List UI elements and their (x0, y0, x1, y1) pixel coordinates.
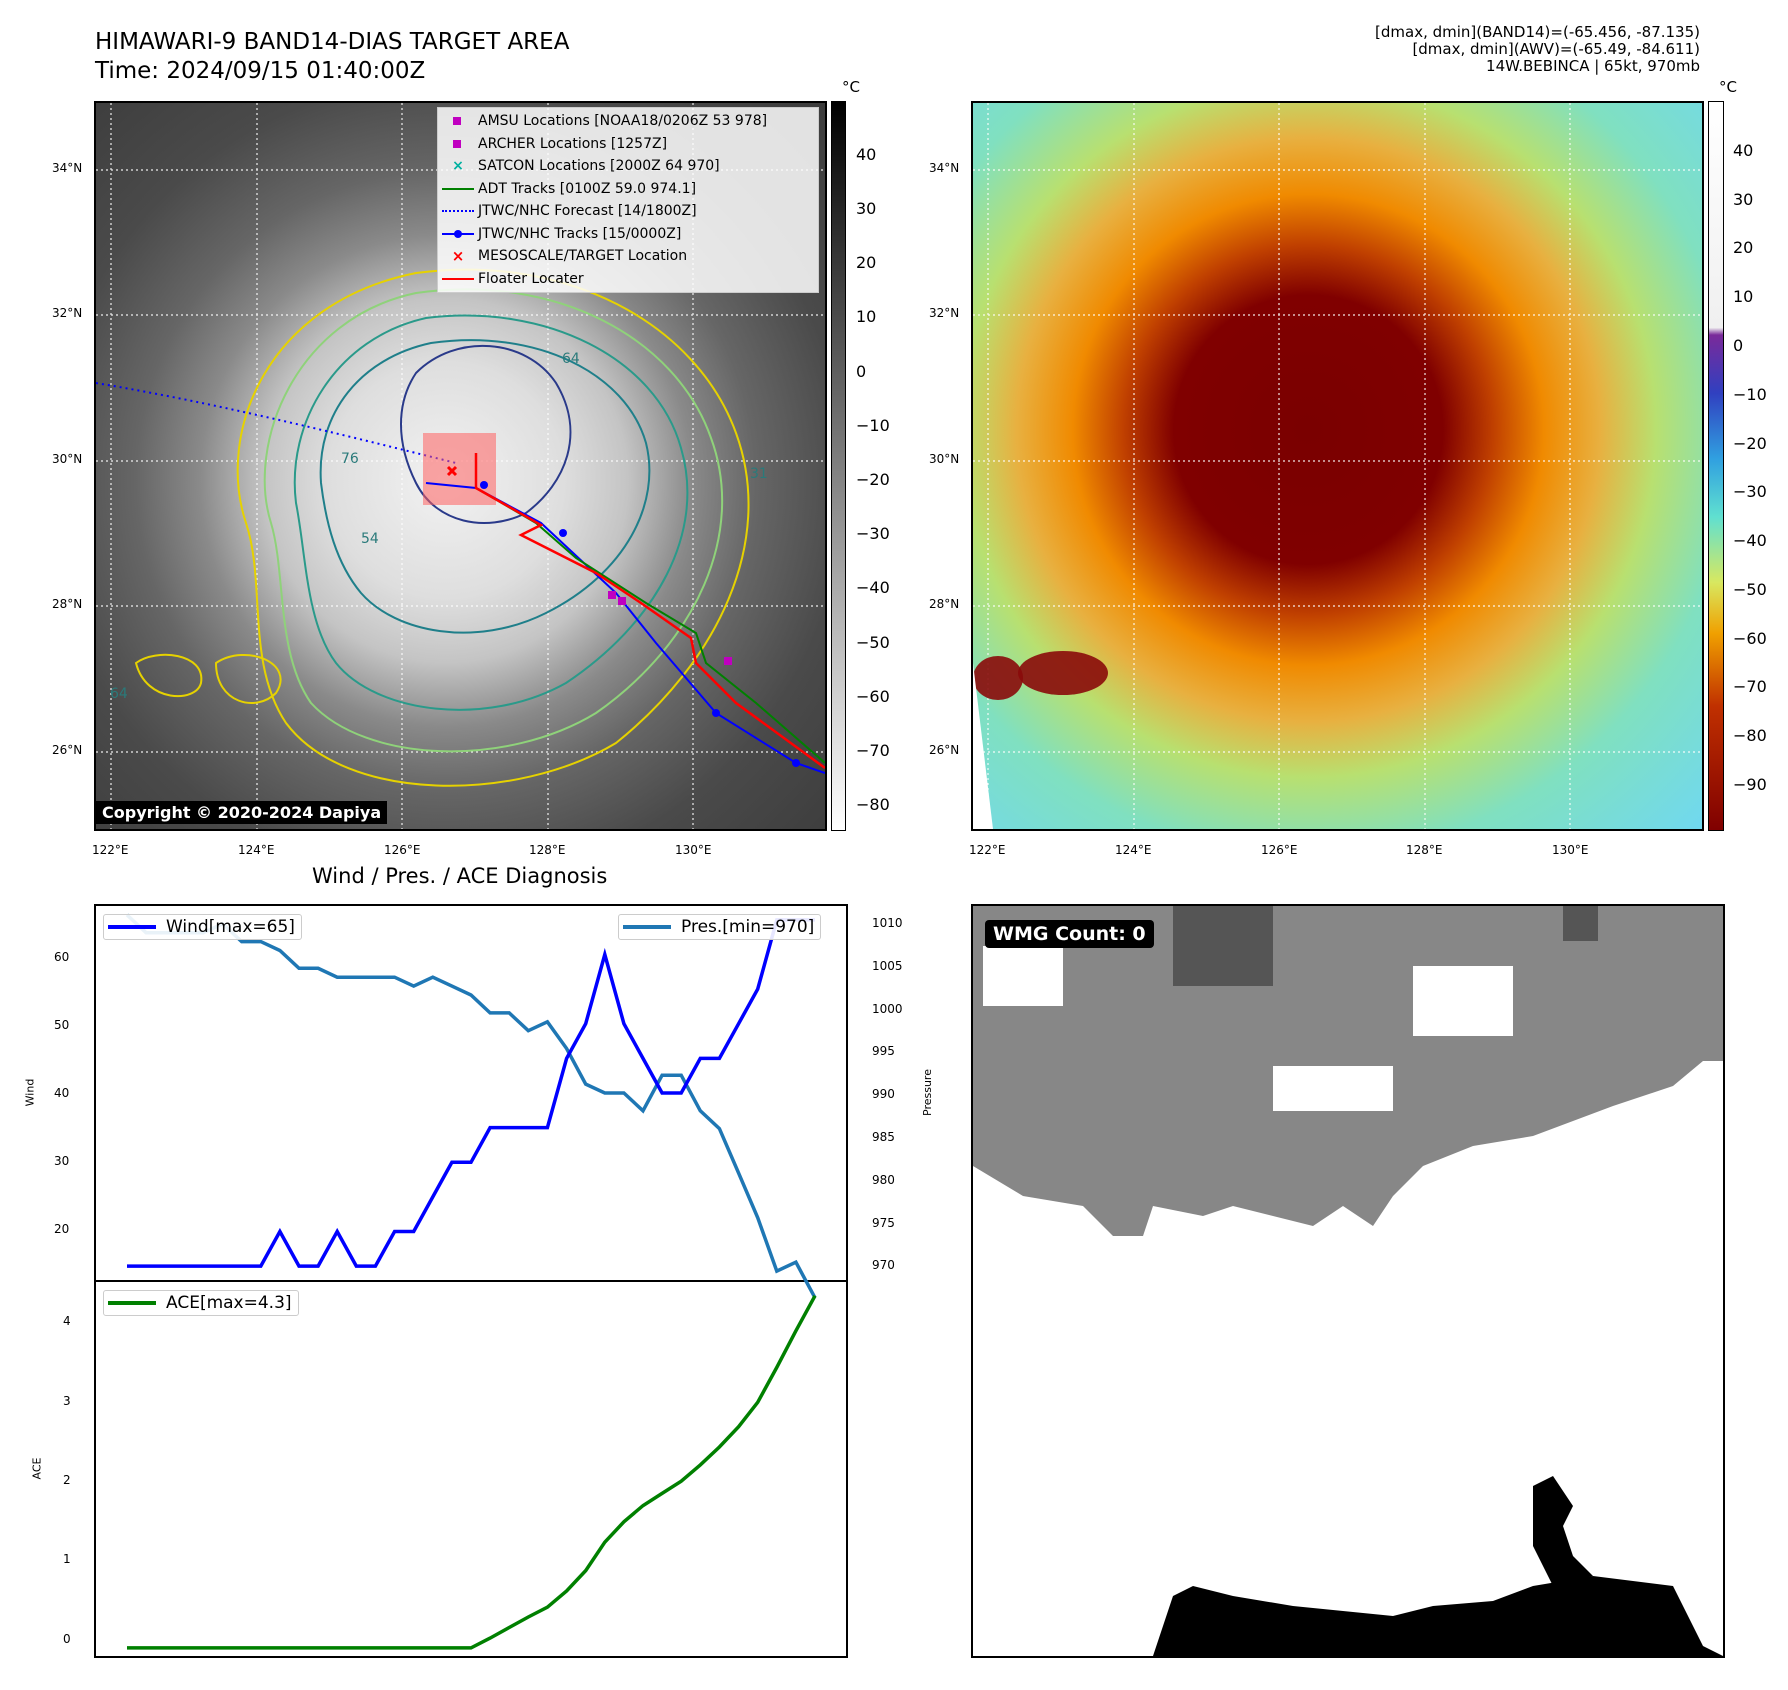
ir-colorbar (831, 101, 846, 831)
legend-satcon: × SATCON Locations [2000Z 64 970] (452, 158, 720, 175)
pres-axis-label: Pressure (920, 1069, 934, 1116)
info-block: [dmax, dmin](BAND14)=(-65.456, -87.135) … (1375, 24, 1700, 75)
info-line-3: 14W.BEBINCA | 65kt, 970mb (1486, 57, 1700, 75)
svg-text:31: 31 (750, 466, 768, 482)
legend-amsu: AMSU Locations [NOAA18/0206Z 53 978] (438, 110, 818, 133)
info-line-1: [dmax, dmin](BAND14)=(-65.456, -87.135) (1375, 23, 1700, 41)
ace-axis-label: ACE (30, 1457, 44, 1480)
ir-legend: AMSU Locations [NOAA18/0206Z 53 978] ARC… (437, 107, 819, 293)
ir-colorbar-unit: °C (842, 78, 860, 96)
figure-title: HIMAWARI-9 BAND14-DIAS TARGET AREA Time:… (95, 28, 569, 86)
wmg-panel: WMG Count: 0 (971, 904, 1725, 1658)
ir-map-overlay: 64 76 54 64 31 (96, 103, 825, 829)
title-line-1: HIMAWARI-9 BAND14-DIAS TARGET AREA (95, 29, 570, 55)
svg-text:64: 64 (562, 351, 580, 367)
wv-colorbar-unit: °C (1719, 78, 1737, 96)
wind-pres-plot (94, 904, 848, 1282)
info-line-2: [dmax, dmin](AWV)=(-65.49, -84.611) (1412, 40, 1700, 58)
contour-labels: 64 76 54 64 31 (110, 351, 768, 702)
diag-title: Wind / Pres. / ACE Diagnosis (312, 864, 608, 888)
wmg-mask (973, 906, 1723, 1656)
legend-forecast: JTWC/NHC Forecast [14/1800Z] (438, 200, 818, 223)
legend-target: × MESOSCALE/TARGET Location (451, 247, 688, 266)
pres-legend: Pres.[min=970] (618, 914, 822, 940)
legend-floater: Floater Locater (438, 268, 818, 291)
wind-legend: Wind[max=65] (103, 914, 302, 940)
legend-tracks: JTWC/NHC Tracks [15/0000Z] (438, 223, 818, 246)
svg-text:76: 76 (341, 451, 359, 467)
legend-adt: ADT Tracks [0100Z 59.0 974.1] (438, 178, 818, 201)
wv-colorbar (1708, 101, 1724, 831)
wv-map-overlay (973, 103, 1702, 829)
wv-map-panel (971, 101, 1704, 831)
ace-plot (94, 1280, 848, 1658)
wind-axis-label: Wind (23, 1078, 37, 1107)
ir-map-panel: 64 76 54 64 31 AMSU Locations [NOAA18/02… (94, 101, 827, 831)
svg-text:64: 64 (110, 686, 128, 702)
wmg-count-label: WMG Count: 0 (985, 920, 1154, 948)
svg-text:54: 54 (361, 531, 379, 547)
ace-legend: ACE[max=4.3] (103, 1290, 299, 1316)
title-line-2: Time: 2024/09/15 01:40:00Z (95, 58, 426, 84)
legend-archer: ARCHER Locations [1257Z] (438, 133, 818, 156)
copyright-label: Copyright © 2020-2024 Dapiya (96, 801, 388, 824)
